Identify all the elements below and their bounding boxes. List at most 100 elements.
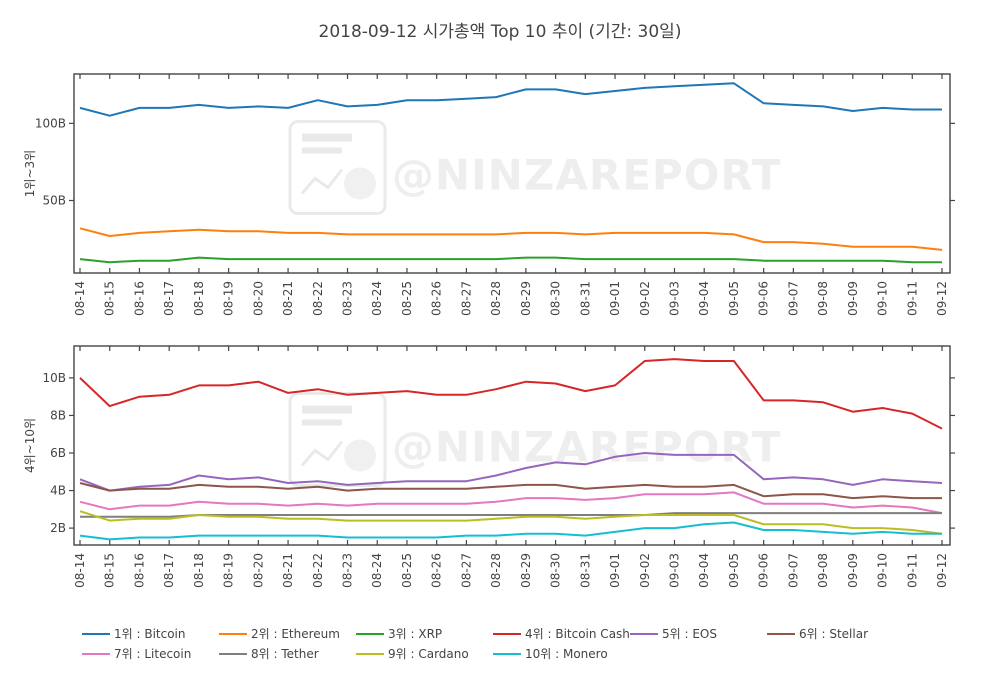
x-tick-label: 08-16: [132, 281, 146, 316]
watermark-text: @NINZAREPORT: [392, 151, 782, 200]
x-tick-label: 08-21: [281, 553, 295, 588]
x-tick-label: 09-01: [608, 281, 622, 316]
watermark-logo: [288, 120, 387, 215]
x-tick-label: 09-11: [905, 281, 919, 316]
legend-label: 9위 : Cardano: [388, 647, 469, 661]
x-tick-label: 08-23: [341, 281, 355, 316]
legend-item[interactable]: 6위 : Stellar: [767, 627, 868, 641]
x-tick-label: 08-24: [370, 553, 384, 588]
panel-1: @NINZAREPORT 50B 100B 1위~3위 08-14 08-15 08-16 0…: [23, 73, 955, 316]
series-line: [79, 482, 942, 500]
x-tick-label: 08-16: [132, 553, 146, 588]
x-tick-label: 08-27: [459, 281, 473, 316]
legend-label: 3위 : XRP: [388, 627, 442, 641]
x-tick-label: 08-17: [162, 553, 176, 588]
x-tick-label: 08-19: [222, 553, 236, 588]
x-tick-label: 09-10: [876, 281, 890, 316]
x-tick-label: 09-02: [638, 553, 652, 588]
legend-item[interactable]: 9위 : Cardano: [356, 647, 469, 661]
series-line: [80, 512, 942, 518]
x-tick-label: 08-17: [162, 281, 176, 316]
legend-label: 7위 : Litecoin: [114, 647, 191, 661]
x-tick-label: 09-08: [816, 553, 830, 588]
x-tick-label: 09-06: [757, 553, 771, 588]
x-tick-label: 09-02: [638, 281, 652, 316]
legend-item[interactable]: 1위 : Bitcoin: [82, 627, 186, 641]
x-tick-label: 08-20: [251, 553, 265, 588]
legend-item[interactable]: 7위 : Litecoin: [82, 647, 191, 661]
x-tick-label: 09-09: [846, 553, 860, 588]
series-line: [79, 227, 943, 251]
y-axis-label: 4위~10위: [23, 418, 37, 473]
x-tick-label: 08-28: [489, 281, 503, 316]
x-tick-label: 08-29: [519, 281, 533, 316]
legend-item[interactable]: 5위 : EOS: [630, 627, 717, 641]
x-tick-label: 08-15: [103, 281, 117, 316]
x-tick-label: 09-12: [935, 553, 949, 588]
x-tick-label: 08-27: [459, 553, 473, 588]
series-line: [79, 452, 943, 492]
legend-item[interactable]: 8위 : Tether: [219, 647, 319, 661]
plot-frame: [73, 73, 951, 274]
legend: 1위 : Bitcoin 2위 : Ethereum 3위 : XRP 4위 : Bi…: [82, 627, 868, 661]
y-tick-label: 10B: [42, 371, 66, 385]
x-tick-label: 09-11: [905, 553, 919, 588]
x-tick-label: 09-05: [727, 553, 741, 588]
x-tick-label: 09-12: [935, 281, 949, 316]
x-tick-label: 09-10: [876, 553, 890, 588]
x-tick-label: 09-04: [697, 281, 711, 316]
legend-label: 6위 : Stellar: [799, 627, 868, 641]
series-line: [79, 256, 942, 264]
x-tick-label: 09-01: [608, 553, 622, 588]
x-tick-label: 09-09: [846, 281, 860, 316]
y-tick-label: 4B: [50, 484, 66, 498]
x-tick-label: 08-14: [73, 553, 87, 588]
legend-label: 8위 : Tether: [251, 647, 319, 661]
series-line: [79, 82, 942, 117]
chart-title: 2018-09-12 시가총액 Top 10 추이 (기간: 30일): [319, 22, 682, 42]
legend-label: 1위 : Bitcoin: [114, 627, 186, 641]
legend-item[interactable]: 10위 : Monero: [493, 647, 608, 661]
x-tick-label: 08-20: [251, 281, 265, 316]
x-tick-label: 09-03: [667, 553, 681, 588]
x-tick-label: 08-30: [549, 553, 563, 588]
x-tick-label: 08-22: [311, 281, 325, 316]
y-axis-label: 1위~3위: [23, 150, 37, 197]
y-tick-label: 2B: [50, 521, 66, 535]
x-tick-label: 08-28: [489, 553, 503, 588]
series-line: [79, 510, 943, 535]
x-tick-label: 09-04: [697, 553, 711, 588]
x-tick-label: 08-14: [73, 281, 87, 316]
legend-label: 5위 : EOS: [662, 627, 717, 641]
legend-item[interactable]: 4위 : Bitcoin Cash: [493, 627, 630, 641]
legend-label: 2위 : Ethereum: [251, 627, 340, 641]
legend-item[interactable]: 2위 : Ethereum: [219, 627, 340, 641]
x-tick-label: 09-07: [786, 553, 800, 588]
y-tick-label: 100B: [35, 116, 66, 130]
x-tick-label: 09-03: [667, 281, 681, 316]
x-tick-label: 08-18: [192, 553, 206, 588]
series-line: [79, 358, 943, 430]
y-tick-label: 8B: [50, 408, 66, 422]
legend-item[interactable]: 3위 : XRP: [356, 627, 442, 641]
series-line: [79, 521, 942, 541]
x-tick-label: 08-24: [370, 281, 384, 316]
x-tick-label: 08-26: [430, 553, 444, 588]
x-tick-label: 08-31: [578, 553, 592, 588]
x-tick-label: 09-07: [786, 281, 800, 316]
legend-label: 10위 : Monero: [525, 647, 608, 661]
y-tick-label: 50B: [42, 193, 66, 207]
x-tick-label: 08-25: [400, 281, 414, 316]
x-tick-label: 08-23: [341, 553, 355, 588]
x-tick-label: 08-31: [578, 281, 592, 316]
x-tick-label: 08-21: [281, 281, 295, 316]
legend-label: 4위 : Bitcoin Cash: [525, 627, 630, 641]
series-line: [79, 491, 943, 515]
x-tick-label: 08-18: [192, 281, 206, 316]
x-tick-label: 08-25: [400, 553, 414, 588]
x-tick-label: 08-29: [519, 553, 533, 588]
x-tick-label: 08-15: [103, 553, 117, 588]
